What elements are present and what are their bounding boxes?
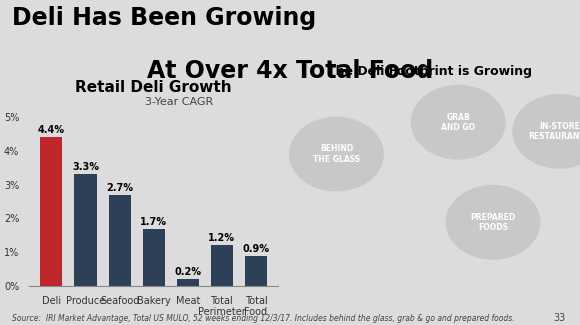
Text: Source:  IRI Market Advantage, Total US MULO, 52 weeks ending 12/3/17. Includes : Source: IRI Market Advantage, Total US M…	[12, 314, 514, 323]
Text: 3.3%: 3.3%	[72, 162, 99, 173]
Text: PREPARED
FOODS: PREPARED FOODS	[470, 213, 516, 232]
Circle shape	[290, 118, 383, 190]
Text: 33: 33	[553, 313, 566, 323]
Text: Deli Has Been Growing: Deli Has Been Growing	[12, 6, 316, 31]
Text: 2.7%: 2.7%	[106, 183, 133, 193]
Text: 4.4%: 4.4%	[38, 125, 65, 135]
Bar	[41, 137, 63, 286]
Text: BEHIND
THE GLASS: BEHIND THE GLASS	[313, 144, 360, 164]
Circle shape	[412, 86, 505, 159]
Bar	[74, 175, 97, 286]
Text: The Deli Footprint is Growing: The Deli Footprint is Growing	[327, 65, 532, 78]
Text: 0.2%: 0.2%	[175, 267, 201, 277]
Text: IN-STORE
RESTAURANTS: IN-STORE RESTAURANTS	[528, 122, 580, 141]
Text: 1.7%: 1.7%	[140, 216, 167, 227]
Bar	[108, 195, 130, 286]
Circle shape	[447, 186, 539, 259]
Text: 1.2%: 1.2%	[208, 233, 235, 243]
Text: 0.9%: 0.9%	[242, 243, 270, 254]
Bar	[245, 255, 267, 286]
Circle shape	[513, 95, 580, 168]
Text: 3-Year CAGR: 3-Year CAGR	[144, 97, 213, 107]
Title: Retail Deli Growth: Retail Deli Growth	[75, 80, 232, 95]
Bar	[143, 228, 165, 286]
Text: At Over 4x Total Food: At Over 4x Total Food	[147, 58, 433, 83]
Text: GRAB
AND GO: GRAB AND GO	[441, 112, 475, 132]
Bar	[211, 245, 233, 286]
Bar	[177, 279, 199, 286]
